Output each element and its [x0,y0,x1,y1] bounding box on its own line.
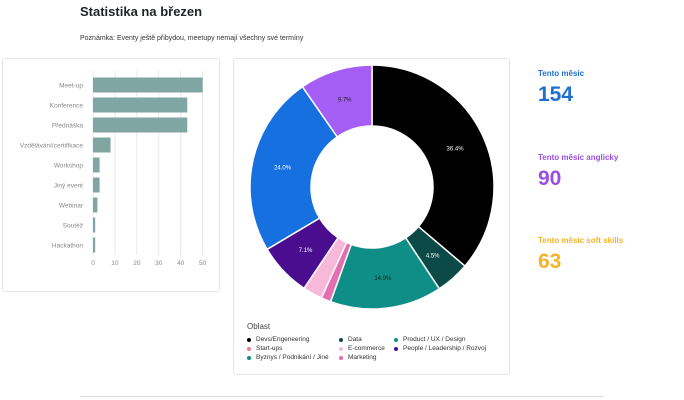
legend-label: Start-ups [256,345,283,352]
donut-chart: 36.4% 4.5% 14.9% 7.1% 24.0% 9.7% [249,64,495,310]
stat-this-month-soft-skills: Tento měsíc soft skills 63 [538,236,623,274]
stat-label: Tento měsíc anglicky [538,153,619,162]
bar-category-label: Jiný event [54,183,83,190]
legend-item[interactable]: Data [339,336,394,343]
bar-tick-label: 10 [111,260,119,267]
bar[interactable] [93,177,100,193]
legend-label: Byznys / Podnikání / Jiné [256,354,329,361]
donut-slice-label: 36.4% [447,147,465,153]
legend-dot-icon [247,337,251,342]
bar-category-label: Webinar [59,203,84,210]
legend-dot-icon [339,355,343,360]
bar-category-label: Vzdělávání/certifikace [20,143,84,150]
page-note: Poznámka: Eventy ještě přibydou, meetupy… [80,35,304,42]
bar-category-label: Přednáška [52,123,83,130]
donut-slice[interactable] [301,64,373,138]
stat-value: 154 [538,83,574,106]
bar[interactable] [93,117,188,133]
bar-category-label: Konference [50,103,84,110]
legend-label: Marketing [348,354,377,361]
legend-item[interactable]: People / Leadership / Rozvoj [394,345,486,352]
legend-title: Oblast [247,322,271,331]
legend-row: Start-ups E-commerce People / Leadership /… [247,344,486,353]
donut-slice-label: 14.9% [374,276,392,282]
legend-label: Data [348,336,362,343]
legend-item[interactable]: Marketing [339,354,394,361]
bar-tick-label: 0 [91,260,95,267]
legend-item[interactable]: Devs/Engeneering [247,336,339,343]
donut-slice-label: 4.5% [426,253,440,259]
bar[interactable] [93,97,188,113]
bar-tick-label: 50 [199,260,207,267]
donut-slice-label: 9.7% [338,98,352,104]
legend-label: Product / UX / Design [403,336,466,343]
legend-item[interactable]: E-commerce [339,345,394,352]
legend-dot-icon [247,355,251,360]
bar[interactable] [93,77,203,93]
stat-label: Tento měsíc soft skills [538,236,624,245]
stat-value: 63 [538,250,562,273]
stat-this-month-english: Tento měsíc anglicky 90 [538,153,618,191]
legend-row: Byznys / Podnikání / Jiné Marketing [247,353,486,362]
legend-item[interactable]: Start-ups [247,345,339,352]
bar-chart-card: 0 10 20 30 40 50 Meet-up Konference Přednáška Vzd… [2,58,220,292]
bar-chart: 0 10 20 30 40 50 Meet-up Konference Přednáška Vzd… [20,71,207,267]
divider [80,396,604,397]
legend-item[interactable]: Byznys / Podnikání / Jiné [247,354,339,361]
legend-dot-icon [339,337,343,342]
stat-this-month: Tento měsíc 154 [538,69,584,107]
legend-label: Devs/Engeneering [256,336,310,343]
bar-tick-label: 30 [155,260,163,267]
legend-dot-icon [394,346,398,351]
donut-slice-label: 7.1% [299,248,313,254]
bar-category-label: Meet-up [59,83,83,90]
legend-dot-icon [247,346,251,351]
donut-slice[interactable] [371,64,495,268]
bar[interactable] [93,217,96,233]
bar-category-label: Hackathon [52,243,83,250]
donut-slice-label: 24.0% [274,166,292,172]
page-title: Statistika na březen [80,4,203,19]
legend-label: People / Leadership / Rozvoj [403,345,487,352]
legend-label: E-commerce [348,345,385,352]
legend-row: Devs/Engeneering Data Product / UX / Desig… [247,335,486,344]
bar[interactable] [93,197,98,213]
bar-tick-label: 20 [133,260,141,267]
stat-value: 90 [538,167,562,190]
bar-tick-label: 40 [177,260,185,267]
legend-item[interactable]: Product / UX / Design [394,336,466,343]
donut-slice[interactable] [249,85,339,251]
donut-chart-card: 36.4% 4.5% 14.9% 7.1% 24.0% 9.7% Oblast Devs/… [233,58,510,375]
legend-dot-icon [394,337,398,342]
bar-category-label: Workshop [54,163,84,170]
donut-legend: Oblast Devs/Engeneering Data Product / UX … [247,322,486,362]
stat-label: Tento měsíc [538,69,585,78]
bar[interactable] [93,237,96,253]
legend-dot-icon [339,346,343,351]
bar-category-label: Soutěž [63,223,83,230]
bar[interactable] [93,137,111,153]
bar[interactable] [93,157,100,173]
